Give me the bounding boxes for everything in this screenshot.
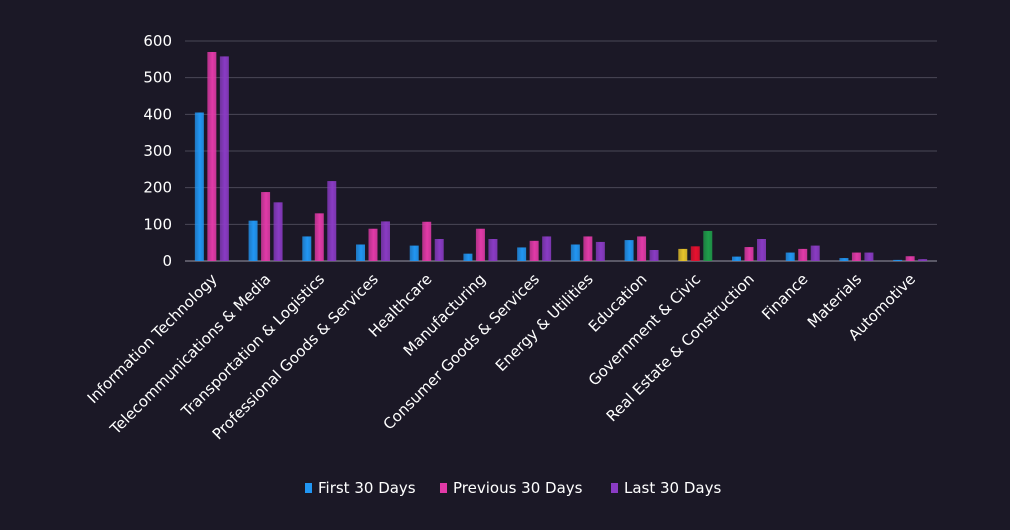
bars [194,52,928,262]
y-tick-label: 0 [162,252,172,270]
bar-last-30-days [488,239,498,261]
bar-first-30-days [302,236,312,261]
bar-previous-30-days [905,256,915,261]
bar-last-30-days [918,259,928,261]
x-category-label: Finance [758,270,811,323]
bar-first-30-days [893,259,903,261]
bar-first-30-days [194,112,204,261]
bar-previous-30-days [798,248,808,261]
legend-label: First 30 Days [318,479,416,497]
bar-first-30-days [356,244,365,261]
bar-previous-30-days [637,236,647,261]
bar-previous-30-days [851,252,861,261]
bar-previous-30-days [261,192,271,261]
bar-previous-30-days [529,240,539,261]
y-tick-label: 500 [143,69,172,87]
bar-previous-30-days [314,213,324,261]
bar-first-30-days [517,247,527,261]
bar-previous-30-days [583,236,593,261]
bar-first-30-days [624,240,634,261]
bar-previous-30-days [422,221,432,261]
bar-first-30-days [839,258,849,261]
bar-last-30-days [381,221,390,261]
bar-first-30-days [409,245,419,261]
bar-previous-30-days [368,228,378,261]
bar-last-30-days [542,236,552,261]
bar-last-30-days [703,230,713,261]
bar-first-30-days [785,252,795,261]
bar-previous-30-days [690,246,700,261]
bar-last-30-days [757,239,766,261]
grid-lines [185,40,937,262]
bar-last-30-days [864,252,874,261]
bar-previous-30-days [207,52,217,261]
bar-last-30-days [595,241,605,261]
bar-last-30-days [649,250,659,261]
bar-previous-30-days [744,247,754,261]
bar-last-30-days [810,245,820,261]
bar-first-30-days [248,220,258,261]
bar-first-30-days [463,253,473,261]
y-tick-label: 300 [143,142,172,160]
bar-last-30-days [219,56,229,262]
legend-swatch [611,483,618,493]
legend-label: Previous 30 Days [453,479,583,497]
legend-swatch [305,483,312,493]
bar-last-30-days [434,239,444,261]
bar-last-30-days [327,181,337,261]
bar-previous-30-days [475,228,485,261]
x-category-label: Energy & Utilities [492,270,597,375]
bar-first-30-days [732,256,741,261]
y-tick-label: 100 [143,215,172,233]
bar-last-30-days [273,202,283,261]
x-axis-category-labels: Information TechnologyTelecommunications… [84,270,919,443]
legend-swatch [440,483,447,493]
legend: First 30 Days Previous 30 Days Last 30 Day… [305,479,721,497]
y-axis-ticks: 0 100 200 300 400 500 600 [143,32,172,270]
bar-first-30-days [678,248,688,261]
bar-first-30-days [570,244,580,261]
y-tick-label: 400 [143,105,172,123]
legend-label: Last 30 Days [624,479,721,497]
y-tick-label: 600 [143,32,172,50]
y-tick-label: 200 [143,179,172,197]
